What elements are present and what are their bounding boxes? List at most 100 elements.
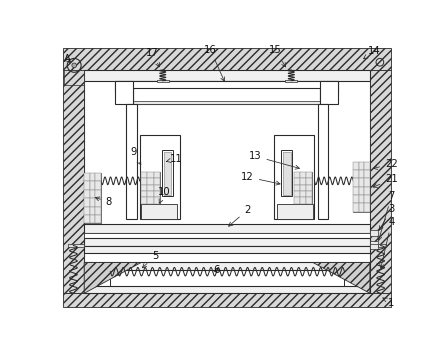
Bar	[370, 244, 386, 247]
Bar	[300, 191, 306, 197]
Bar	[68, 244, 84, 247]
Bar	[96, 215, 101, 223]
Bar	[84, 215, 90, 223]
Bar	[306, 197, 312, 204]
Bar	[148, 171, 154, 178]
Bar	[154, 171, 159, 178]
Bar	[300, 197, 306, 204]
Polygon shape	[84, 263, 141, 293]
Bar	[154, 184, 159, 191]
Bar	[358, 187, 364, 195]
Bar	[353, 162, 358, 170]
Text: 17: 17	[146, 48, 159, 67]
Text: 7: 7	[378, 191, 395, 240]
Bar	[294, 191, 300, 197]
Bar	[300, 184, 306, 191]
Bar	[353, 162, 370, 212]
Bar	[84, 263, 370, 270]
Bar	[364, 170, 370, 178]
Bar	[358, 162, 364, 170]
Text: 13: 13	[249, 151, 299, 169]
Bar	[358, 178, 364, 187]
Bar	[96, 182, 101, 190]
Circle shape	[72, 63, 77, 68]
Bar	[115, 81, 133, 104]
Bar	[358, 170, 364, 178]
Bar	[306, 178, 312, 184]
Bar	[90, 190, 96, 198]
Bar	[84, 173, 90, 182]
Bar	[84, 190, 90, 198]
Bar	[281, 150, 292, 196]
Text: 11: 11	[167, 154, 182, 164]
Text: 2: 2	[229, 205, 251, 226]
Bar	[90, 198, 96, 207]
Text: 22: 22	[373, 159, 398, 169]
Bar	[353, 203, 358, 212]
Bar	[318, 104, 328, 219]
Bar	[154, 178, 159, 184]
Bar	[163, 152, 171, 195]
Bar	[162, 150, 173, 196]
Bar	[294, 171, 312, 204]
Text: 5: 5	[142, 251, 158, 268]
Text: 16: 16	[204, 45, 225, 81]
Bar	[141, 191, 148, 197]
Bar	[84, 224, 370, 233]
Bar	[126, 104, 136, 219]
Bar	[133, 88, 320, 104]
Bar	[141, 171, 148, 178]
Bar	[370, 244, 377, 249]
Text: 21: 21	[373, 174, 398, 187]
Text: 3: 3	[379, 203, 395, 230]
Bar	[148, 197, 154, 204]
Bar	[96, 173, 101, 182]
Text: 6: 6	[214, 265, 220, 275]
Text: 8: 8	[95, 197, 112, 207]
Bar	[84, 207, 90, 215]
Bar	[364, 187, 370, 195]
Bar	[283, 152, 291, 195]
Bar	[141, 197, 148, 204]
Bar	[364, 162, 370, 170]
Bar	[277, 204, 313, 219]
Bar	[90, 207, 96, 215]
Text: 4: 4	[380, 218, 395, 268]
Bar	[353, 170, 358, 178]
Bar	[141, 184, 148, 191]
Bar	[364, 203, 370, 212]
Bar	[353, 195, 358, 203]
Text: 1: 1	[383, 297, 395, 308]
Bar	[148, 178, 154, 184]
Bar	[306, 184, 312, 191]
Bar	[62, 70, 84, 293]
Bar	[306, 191, 312, 197]
Bar	[140, 134, 180, 219]
Bar	[133, 101, 320, 104]
Bar	[84, 285, 370, 293]
Polygon shape	[313, 263, 370, 293]
Bar	[141, 178, 148, 184]
Bar	[96, 198, 101, 207]
Bar	[84, 246, 370, 253]
Bar	[115, 81, 338, 92]
Bar	[300, 171, 306, 178]
Bar	[148, 191, 154, 197]
Bar	[294, 184, 300, 191]
Bar	[148, 184, 154, 191]
Bar	[141, 204, 177, 219]
Bar	[364, 178, 370, 187]
Bar	[84, 70, 370, 293]
Text: 10: 10	[158, 187, 171, 203]
Bar	[90, 173, 96, 182]
Text: 14: 14	[364, 46, 380, 59]
Bar	[154, 191, 159, 197]
Bar	[62, 49, 392, 70]
Bar	[84, 182, 90, 190]
Bar	[84, 233, 370, 238]
Bar	[90, 182, 96, 190]
Bar	[154, 197, 159, 204]
Bar	[306, 171, 312, 178]
Bar	[156, 80, 169, 82]
Bar	[274, 134, 315, 219]
